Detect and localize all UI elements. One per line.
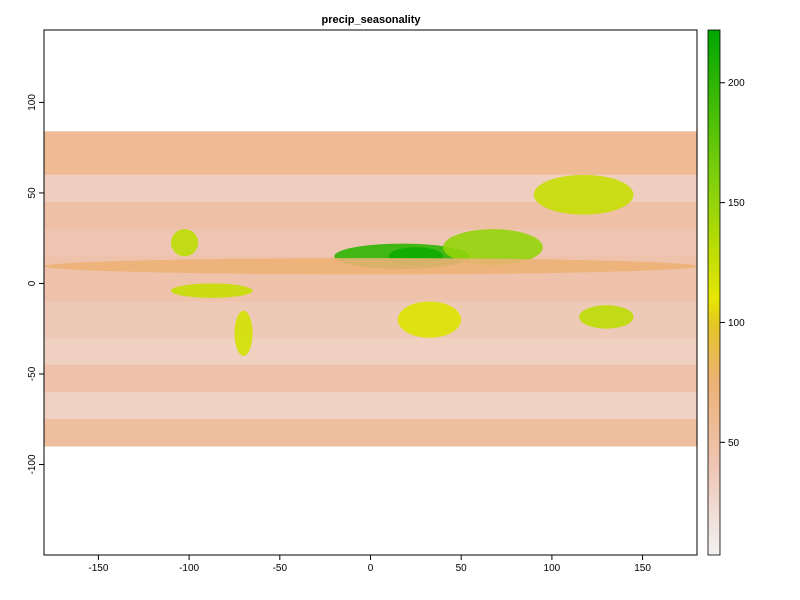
raster-region <box>397 301 462 338</box>
y-tick-label: -50 <box>27 366 38 381</box>
x-tick-label: 0 <box>368 563 374 574</box>
chart-title: precip_seasonality <box>321 14 421 26</box>
raster-band <box>44 364 697 393</box>
y-axis: -100 -50 0 50 100 <box>27 94 44 474</box>
raster-layer <box>44 131 697 447</box>
legend-ticks: 50 100 150 200 <box>720 78 745 449</box>
x-tick-label: 100 <box>544 563 561 574</box>
raster-band <box>44 419 697 447</box>
color-legend: 50 100 150 200 <box>707 29 745 556</box>
y-tick-label: -100 <box>27 454 38 474</box>
y-tick-label: 100 <box>27 94 38 111</box>
legend-tick-label: 200 <box>728 78 745 89</box>
raster-region <box>533 174 634 215</box>
raster-region <box>234 310 253 356</box>
x-tick-label: -150 <box>88 563 108 574</box>
legend-color-bar <box>707 29 721 556</box>
x-tick-label: 50 <box>456 563 468 574</box>
raster-region <box>170 229 199 257</box>
raster-region <box>443 229 543 266</box>
x-tick-label: -50 <box>273 563 288 574</box>
legend-tick-label: 150 <box>728 198 745 209</box>
raster-band <box>44 131 697 175</box>
x-tick-label: -100 <box>179 563 199 574</box>
y-tick-label: 0 <box>27 280 38 286</box>
legend-tick-label: 100 <box>728 318 745 329</box>
raster-region <box>579 305 634 329</box>
x-axis: -150 -100 -50 0 50 100 150 <box>88 555 651 574</box>
raster-band <box>44 392 697 420</box>
raster-region <box>44 258 697 275</box>
legend-tick-label: 50 <box>728 438 740 449</box>
raster-band <box>44 337 697 365</box>
x-tick-label: 150 <box>634 563 651 574</box>
raster-region <box>170 283 253 298</box>
y-tick-label: 50 <box>27 187 38 199</box>
